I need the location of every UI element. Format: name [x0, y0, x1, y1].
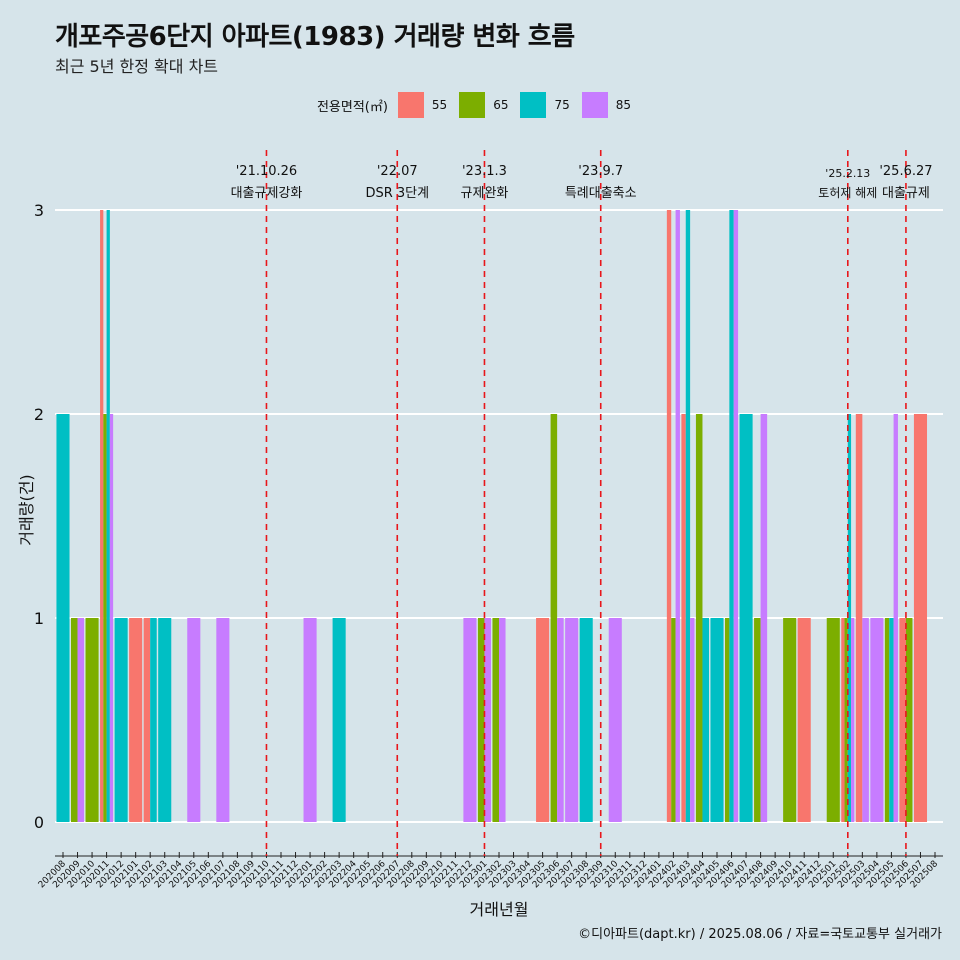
- event-label-202301: 규제완화: [461, 186, 509, 201]
- bar-202302-85: [499, 618, 506, 822]
- bar-202102-75: [150, 618, 157, 822]
- bar-202307-85: [565, 618, 579, 822]
- bar-202402-65: [671, 618, 676, 822]
- bar-202502-55: [841, 618, 845, 822]
- y-tick-label: 0: [34, 813, 44, 832]
- bar-202103-75: [158, 618, 172, 822]
- bar-202506-65: [905, 618, 913, 822]
- bar-202407-75: [739, 414, 753, 822]
- bar-202505-85: [893, 414, 898, 822]
- bar-202101-55: [129, 618, 143, 822]
- legend-label-75: 75: [554, 98, 570, 112]
- event-label-202309: 특례대출축소: [565, 186, 637, 201]
- chart-subtitle: 최근 5년 한정 확대 차트: [55, 57, 219, 76]
- event-label-202110: 대출규제강화: [231, 186, 303, 201]
- bar-202308-75: [579, 618, 593, 822]
- legend-label-65: 65: [493, 98, 509, 112]
- bar-202306-65: [550, 414, 558, 822]
- bar-202201-85: [303, 618, 317, 822]
- bar-202011-75: [106, 210, 110, 822]
- bar-202203-75: [332, 618, 346, 822]
- bar-202406-75: [729, 210, 734, 822]
- source-caption: ©디아파트(dapt.kr) / 2025.08.06 / 자료=국토교통부 실…: [578, 927, 942, 942]
- legend: 전용면적(㎡) 55 65 75 85: [0, 92, 960, 118]
- bar-202310-85: [608, 618, 622, 822]
- bar-202402-55: [666, 210, 672, 822]
- bar-202403-55: [681, 414, 686, 822]
- bar-202305-55: [536, 618, 550, 822]
- bar-202212-85: [463, 618, 477, 822]
- bar-202404-75: [702, 618, 710, 822]
- event-date-202207: '22.07: [377, 164, 418, 179]
- bar-202411-55: [797, 618, 811, 822]
- bar-202301-85: [484, 618, 492, 822]
- event-date-202506: '25.6.27: [879, 164, 932, 179]
- bar-202406-85: [733, 210, 739, 822]
- legend-label-55: 55: [431, 98, 448, 112]
- bar-202403-85: [690, 618, 695, 822]
- bar-202405-75: [710, 618, 724, 822]
- bar-202008-75: [56, 414, 70, 822]
- event-date-202502: '25.2.13: [825, 167, 870, 180]
- bar-202503-55: [855, 414, 863, 822]
- legend-item-85: 85: [581, 92, 635, 118]
- bar-202501-65: [826, 618, 840, 822]
- bar-202009-65: [70, 618, 78, 822]
- legend-key-55: [397, 92, 424, 118]
- bar-202402-85: [675, 210, 680, 822]
- bar-202010-65: [85, 618, 99, 822]
- bar-202506-55: [899, 618, 906, 822]
- y-axis-title: 거래량(건): [17, 474, 36, 545]
- bar-202011-55: [100, 210, 104, 822]
- bar-202102-55: [143, 618, 151, 822]
- event-label-202502: 토허제 해제: [818, 186, 877, 200]
- bar-202403-75: [685, 210, 691, 822]
- bar-202507-55: [913, 414, 928, 822]
- bar-202503-85: [862, 618, 869, 822]
- legend-item-55: 55: [397, 92, 451, 118]
- bar-202502-85: [851, 618, 855, 822]
- bar-202408-85: [760, 414, 768, 822]
- bar-202410-65: [783, 618, 797, 822]
- bar-202406-65: [724, 618, 730, 822]
- bar-202502-65: [844, 618, 848, 822]
- legend-key-75: [520, 92, 547, 118]
- bar-202404-65: [695, 414, 703, 822]
- event-date-202301: '23.1.3: [462, 164, 507, 179]
- bar-202502-75: [847, 414, 852, 822]
- bar-202306-85: [557, 618, 564, 822]
- x-axis-title: 거래년월: [470, 900, 529, 919]
- bar-202301-65: [477, 618, 485, 822]
- bar-202107-85: [216, 618, 230, 822]
- legend-title: 전용면적(㎡): [316, 99, 388, 115]
- bar-202504-85: [870, 618, 884, 822]
- chart-title: 개포주공6단지 아파트(1983) 거래량 변화 흐름: [55, 22, 575, 52]
- event-label-202506: 대출규제: [882, 186, 930, 201]
- y-tick-label: 1: [34, 609, 44, 628]
- event-date-202110: '21.10.26: [236, 164, 297, 179]
- event-date-202309: '23.9.7: [578, 164, 623, 179]
- y-tick-label: 2: [34, 405, 44, 424]
- legend-key-65: [459, 92, 486, 118]
- legend-label-85: 85: [615, 98, 632, 112]
- bar-202505-65: [884, 618, 890, 822]
- legend-item-75: 75: [520, 92, 573, 118]
- bar-202011-85: [109, 414, 114, 822]
- bar-202009-85: [77, 618, 85, 822]
- event-label-202207: DSR 3단계: [365, 186, 429, 201]
- bar-202505-75: [889, 618, 894, 822]
- legend-key-85: [581, 92, 608, 118]
- y-tick-label: 3: [34, 201, 44, 220]
- legend-item-65: 65: [459, 92, 512, 118]
- bar-202011-65: [103, 414, 107, 822]
- bar-202408-65: [754, 618, 761, 822]
- bar-202302-65: [492, 618, 499, 822]
- bar-202105-85: [187, 618, 201, 822]
- bar-202012-75: [114, 618, 128, 822]
